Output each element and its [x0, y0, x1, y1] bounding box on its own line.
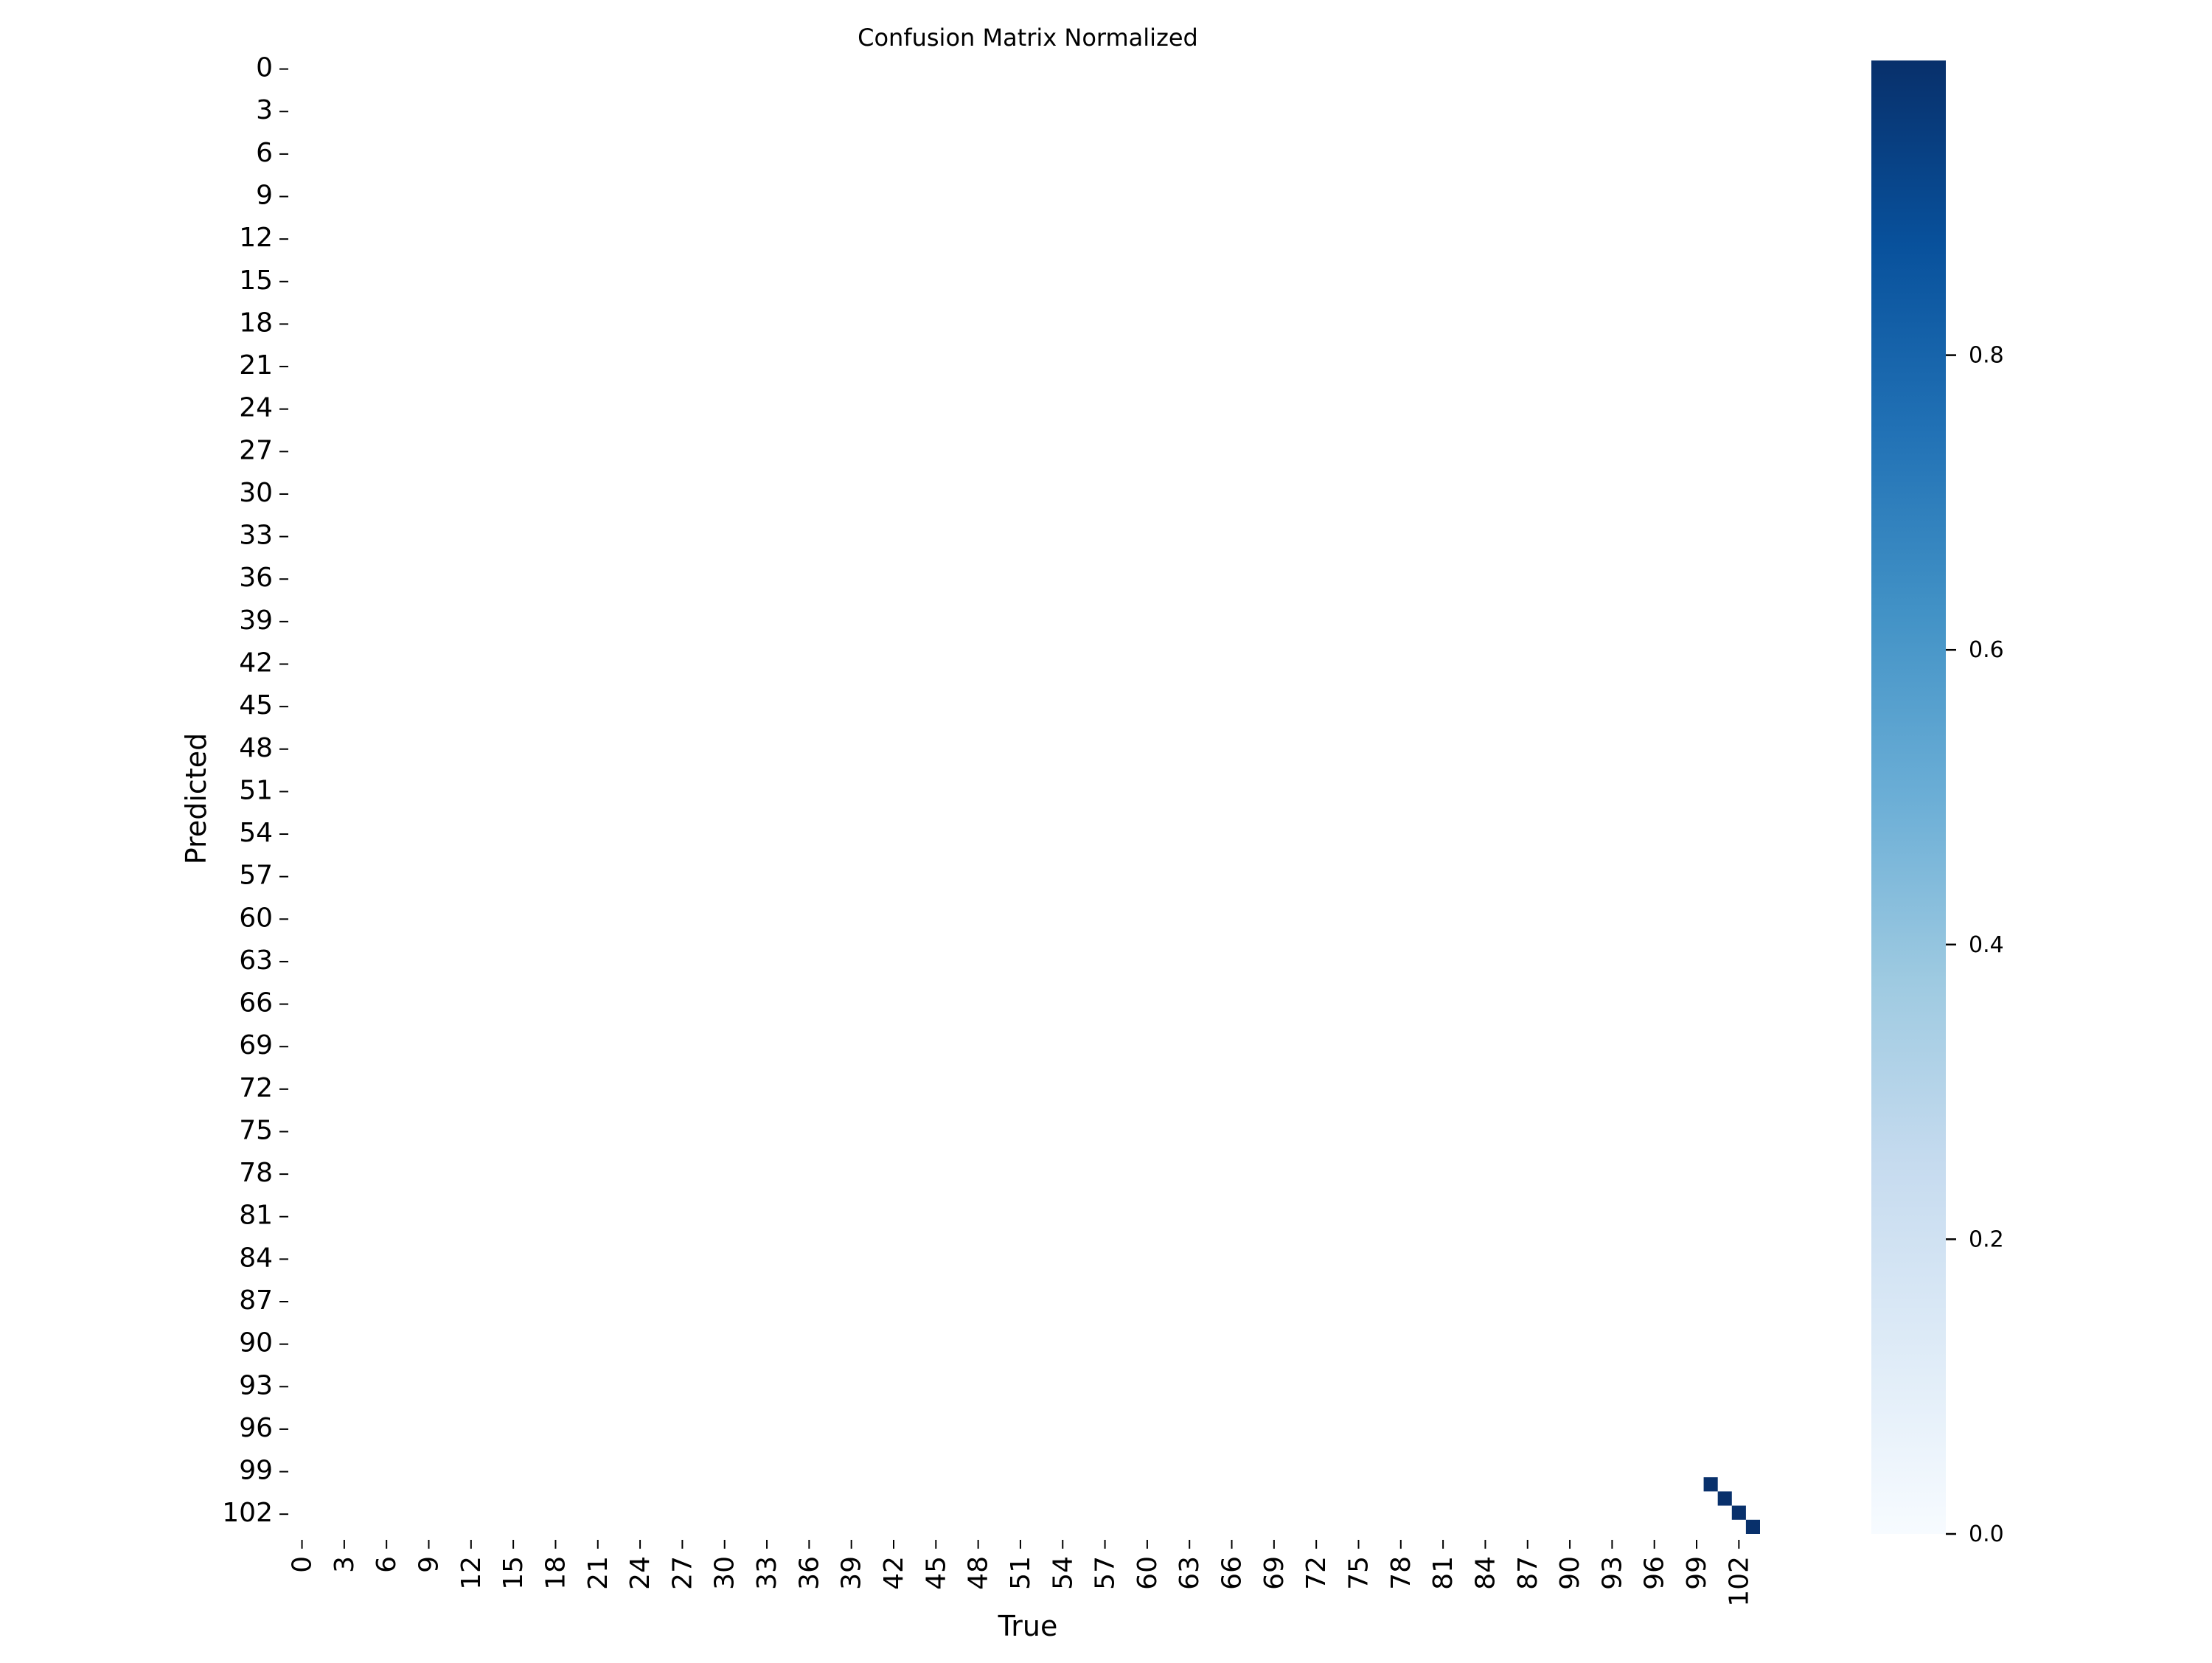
colorbar-tick-label: 0.4 [1969, 932, 2004, 958]
y-tick-label: 24 [239, 393, 273, 423]
colorbar-ticks: 0.0 0.2 0.4 0.6 0.8 [1946, 343, 2004, 1547]
y-tick-label: 72 [239, 1073, 273, 1103]
x-tick-label: 18 [541, 1556, 571, 1590]
x-tick-label: 96 [1640, 1556, 1670, 1590]
x-tick-label: 30 [710, 1556, 740, 1590]
y-tick-label: 96 [239, 1413, 273, 1443]
y-tick-label: 3 [256, 95, 273, 125]
y-tick-label: 102 [222, 1498, 273, 1528]
y-tick-label: 69 [239, 1030, 273, 1060]
heatmap-cell [1731, 1505, 1746, 1520]
heatmap-cells [1703, 1477, 1760, 1534]
x-tick-label: 57 [1091, 1556, 1121, 1590]
y-tick-label: 66 [239, 988, 273, 1018]
y-tick-label: 12 [239, 223, 273, 253]
x-tick-label: 84 [1470, 1556, 1500, 1590]
x-tick-label: 90 [1555, 1556, 1585, 1590]
x-tick-label: 45 [921, 1556, 951, 1590]
x-tick-label: 78 [1386, 1556, 1416, 1590]
y-tick-label: 0 [256, 53, 273, 83]
colorbar [1871, 60, 1946, 1534]
x-tick-label: 81 [1428, 1556, 1458, 1590]
x-tick-label: 0 [288, 1556, 318, 1573]
y-tick-label: 39 [239, 605, 273, 636]
y-tick-label: 42 [239, 648, 273, 678]
y-tick-label: 78 [239, 1158, 273, 1188]
y-tick-label: 45 [239, 690, 273, 721]
y-tick-label: 99 [239, 1456, 273, 1486]
y-tick-label: 93 [239, 1370, 273, 1400]
y-tick-label: 81 [239, 1201, 273, 1231]
colorbar-tick-label: 0.2 [1969, 1226, 2004, 1252]
x-tick-label: 12 [456, 1556, 487, 1590]
y-tick-label: 60 [239, 903, 273, 933]
y-tick-label: 36 [239, 563, 273, 593]
colorbar-tick-label: 0.6 [1969, 637, 2004, 663]
y-tick-label: 51 [239, 775, 273, 805]
x-tick-label: 21 [583, 1556, 613, 1590]
x-tick-label: 99 [1682, 1556, 1712, 1590]
y-axis-ticks: 0369121518212427303336394245485154576063… [222, 53, 288, 1528]
y-tick-label: 6 [256, 138, 273, 168]
y-tick-label: 33 [239, 521, 273, 551]
colorbar-tick-label: 0.0 [1969, 1521, 2004, 1547]
x-tick-label: 33 [752, 1556, 782, 1590]
y-tick-label: 63 [239, 945, 273, 976]
x-tick-label: 15 [498, 1556, 529, 1590]
x-tick-label: 72 [1301, 1556, 1332, 1590]
y-tick-label: 54 [239, 818, 273, 848]
x-tick-label: 42 [879, 1556, 909, 1590]
y-tick-label: 75 [239, 1115, 273, 1145]
x-tick-label: 63 [1175, 1556, 1205, 1590]
heatmap-cell [1717, 1491, 1732, 1506]
x-axis-ticks: 0 3 6 9 12 15 18 21 24 27 30 33 36 39 42 45 48 51 54 57 60 63… [288, 1540, 1754, 1607]
x-tick-label: 6 [372, 1556, 402, 1573]
y-tick-label: 30 [239, 478, 273, 508]
y-tick-label: 84 [239, 1243, 273, 1273]
y-tick-label: 87 [239, 1285, 273, 1316]
y-tick-label: 18 [239, 308, 273, 338]
y-tick-label: 48 [239, 733, 273, 763]
x-tick-label: 48 [964, 1556, 994, 1590]
x-tick-label: 3 [330, 1556, 360, 1573]
x-tick-label: 9 [414, 1556, 445, 1573]
x-tick-label: 93 [1597, 1556, 1627, 1590]
chart-title: Confusion Matrix Normalized [858, 24, 1198, 52]
x-tick-label: 54 [1048, 1556, 1078, 1590]
heatmap-cell [1745, 1519, 1760, 1534]
x-tick-label: 24 [625, 1556, 655, 1590]
x-tick-label: 27 [667, 1556, 698, 1590]
x-tick-label: 36 [794, 1556, 824, 1590]
y-tick-label: 21 [239, 350, 273, 381]
y-tick-label: 15 [239, 265, 273, 296]
x-axis-label: True [998, 1610, 1058, 1642]
y-tick-label: 27 [239, 435, 273, 465]
x-tick-label: 69 [1259, 1556, 1290, 1590]
y-tick-label: 90 [239, 1328, 273, 1358]
heatmap-cell [1703, 1477, 1718, 1492]
x-tick-label: 39 [837, 1556, 867, 1590]
y-tick-label: 57 [239, 861, 273, 891]
x-tick-label: 87 [1513, 1556, 1543, 1590]
x-tick-label: 66 [1217, 1556, 1248, 1590]
x-tick-label: 75 [1344, 1556, 1374, 1590]
y-axis-label: Predicted [180, 733, 212, 864]
x-tick-label: 102 [1724, 1556, 1754, 1607]
y-tick-label: 9 [256, 181, 273, 211]
x-tick-label: 60 [1133, 1556, 1163, 1590]
colorbar-tick-label: 0.8 [1969, 343, 2004, 369]
x-tick-label: 51 [1006, 1556, 1036, 1590]
